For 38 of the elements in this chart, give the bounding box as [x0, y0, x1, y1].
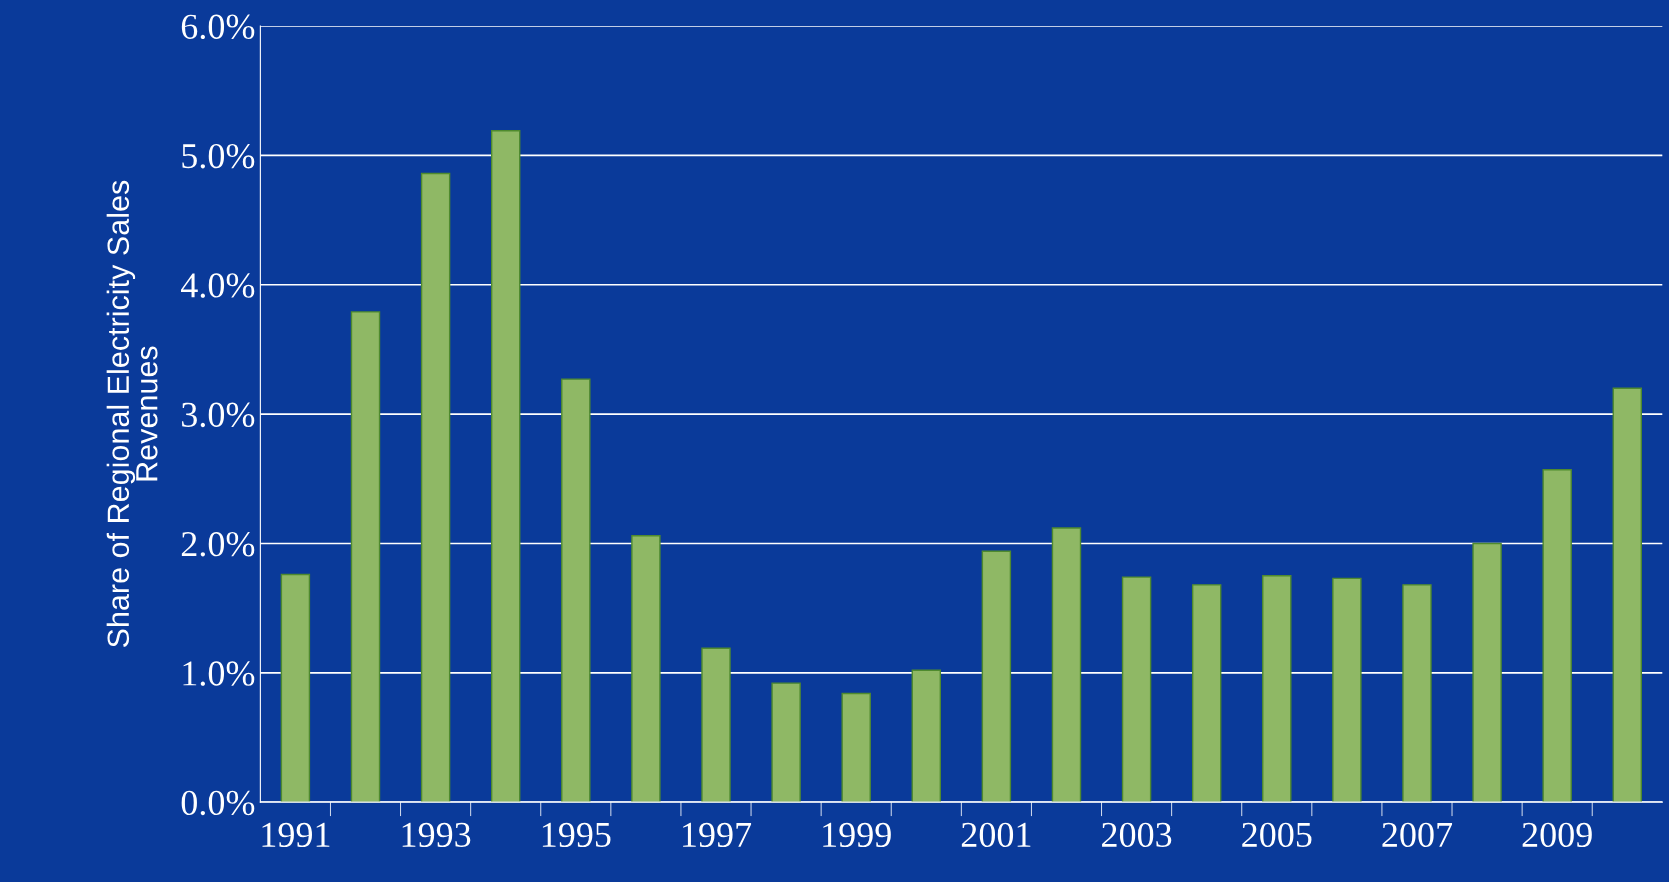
- y-tick-label: 4.0%: [180, 273, 255, 298]
- bar: [701, 647, 731, 803]
- bar: [350, 311, 381, 803]
- y-tick-label: 1.0%: [183, 661, 255, 686]
- bar: [490, 130, 521, 803]
- bar: [771, 682, 801, 803]
- bar: [420, 172, 451, 803]
- x-tick-label: 2001: [961, 822, 1031, 848]
- y-tick-label: 0.0%: [181, 790, 255, 816]
- bar: [1262, 575, 1292, 803]
- y-tick-label: 6.0%: [181, 14, 255, 40]
- y-tick-label: 3.0%: [182, 402, 255, 428]
- bar: [841, 692, 871, 803]
- x-tick-label: 2005: [1242, 822, 1312, 848]
- bar: [1542, 469, 1572, 803]
- bar: [1472, 542, 1502, 803]
- x-tick-label: 2003: [1102, 822, 1172, 848]
- bar: [1332, 577, 1362, 803]
- x-tick-label: 1995: [542, 822, 611, 848]
- bar: [1191, 584, 1222, 803]
- bar: [981, 550, 1012, 803]
- x-tick-label: 1999: [823, 822, 891, 848]
- bar: [1402, 584, 1432, 803]
- y-axis-title: Share of Regional Electricity Sales Revenues: [106, 180, 158, 648]
- y-tick-label: 5.0%: [182, 143, 255, 169]
- bar: [561, 378, 591, 803]
- bar: [911, 669, 942, 803]
- x-tick-label: 2007: [1382, 822, 1453, 848]
- x-tick-label: 1997: [683, 822, 752, 848]
- bar: [1121, 576, 1152, 803]
- bar: [631, 535, 661, 803]
- x-tick-label: 2009: [1522, 822, 1592, 848]
- bar: [280, 573, 311, 803]
- y-tick-label: 2.0%: [181, 531, 255, 557]
- x-tick-label: 1993: [402, 822, 471, 848]
- x-tick-label: 1991: [262, 822, 330, 848]
- bar: [1051, 527, 1082, 803]
- bar: [1612, 387, 1642, 803]
